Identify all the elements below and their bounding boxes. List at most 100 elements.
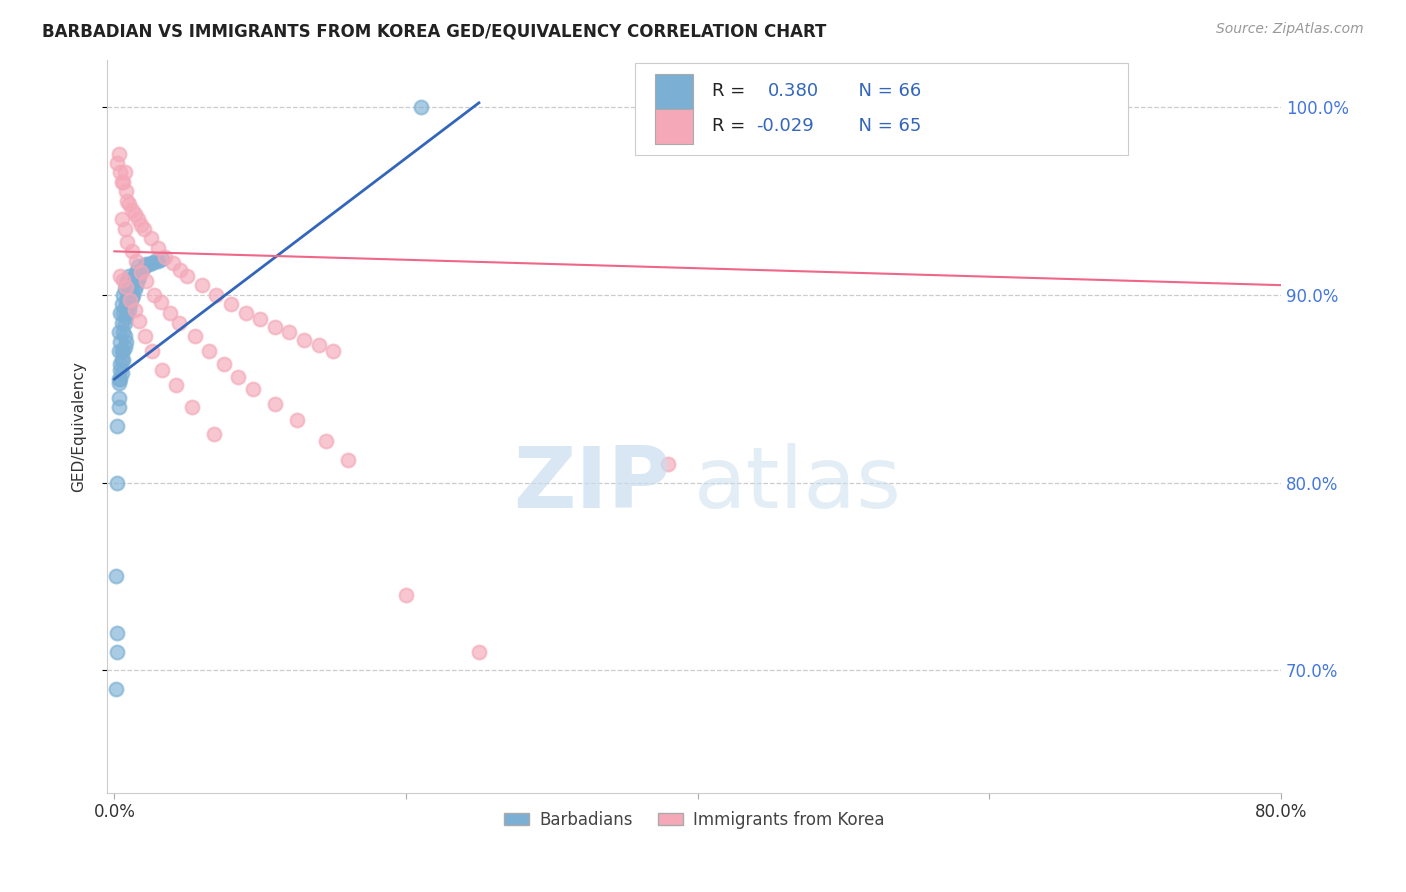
Point — [117, 235, 139, 249]
Text: BARBADIAN VS IMMIGRANTS FROM KOREA GED/EQUIVALENCY CORRELATION CHART: BARBADIAN VS IMMIGRANTS FROM KOREA GED/E… — [42, 22, 827, 40]
Point — [121, 202, 143, 217]
Point — [128, 314, 150, 328]
Point — [165, 377, 187, 392]
Point — [107, 401, 129, 415]
Point — [134, 260, 156, 274]
Point — [132, 221, 155, 235]
Point — [107, 325, 129, 339]
Point — [129, 265, 152, 279]
Point — [152, 252, 174, 266]
Point — [115, 184, 138, 198]
Point — [112, 353, 135, 368]
Point — [105, 419, 128, 434]
Point — [124, 207, 146, 221]
Point — [111, 212, 134, 227]
Text: N = 65: N = 65 — [846, 118, 921, 136]
Point — [117, 272, 139, 286]
Point — [128, 268, 150, 283]
Point — [135, 274, 157, 288]
Point — [120, 293, 142, 308]
Point — [112, 306, 135, 320]
Point — [155, 250, 177, 264]
Point — [112, 325, 135, 339]
Point — [104, 569, 127, 583]
Point — [115, 280, 138, 294]
Text: R =: R = — [711, 118, 751, 136]
Point — [159, 306, 181, 320]
Point — [117, 194, 139, 208]
Point — [249, 312, 271, 326]
Point — [292, 333, 315, 347]
Point — [118, 302, 141, 317]
Point — [468, 645, 491, 659]
Point — [108, 165, 131, 179]
Point — [112, 287, 135, 301]
Text: N = 66: N = 66 — [846, 82, 921, 100]
Point — [121, 278, 143, 293]
Point — [115, 297, 138, 311]
Point — [235, 306, 257, 320]
Point — [112, 343, 135, 358]
Point — [107, 146, 129, 161]
Bar — [655, 109, 693, 144]
Point — [114, 329, 136, 343]
Point — [141, 255, 163, 269]
Point — [226, 370, 249, 384]
Point — [115, 277, 138, 291]
Point — [263, 396, 285, 410]
Point — [111, 367, 134, 381]
Point — [107, 343, 129, 358]
Point — [108, 268, 131, 283]
Point — [191, 278, 214, 293]
Point — [105, 645, 128, 659]
Point — [105, 156, 128, 170]
Point — [111, 343, 134, 358]
Point — [124, 302, 146, 317]
Point — [167, 316, 190, 330]
Point — [122, 287, 145, 301]
Point — [146, 253, 169, 268]
Point — [111, 316, 134, 330]
Point — [111, 175, 134, 189]
Point — [107, 391, 129, 405]
Point — [114, 316, 136, 330]
Point — [135, 258, 157, 272]
Point — [198, 343, 221, 358]
Point — [336, 453, 359, 467]
Point — [132, 260, 155, 274]
Point — [108, 334, 131, 349]
Point — [278, 325, 301, 339]
Point — [114, 221, 136, 235]
Point — [169, 263, 191, 277]
Legend: Barbadians, Immigrants from Korea: Barbadians, Immigrants from Korea — [498, 805, 890, 836]
Point — [120, 282, 142, 296]
Point — [118, 268, 141, 283]
Point — [118, 287, 141, 301]
Point — [127, 212, 149, 227]
Bar — [655, 73, 693, 109]
Point — [108, 372, 131, 386]
Point — [108, 306, 131, 320]
FancyBboxPatch shape — [636, 63, 1129, 155]
Point — [124, 282, 146, 296]
Point — [202, 426, 225, 441]
Point — [142, 287, 165, 301]
Text: R =: R = — [711, 82, 751, 100]
Point — [308, 338, 330, 352]
Text: atlas: atlas — [695, 443, 903, 526]
Point — [104, 682, 127, 697]
Point — [315, 434, 337, 449]
Point — [395, 588, 418, 602]
Point — [146, 241, 169, 255]
Point — [134, 329, 156, 343]
Point — [115, 334, 138, 349]
Text: -0.029: -0.029 — [756, 118, 814, 136]
Point — [285, 413, 308, 427]
Point — [150, 295, 173, 310]
Point — [112, 175, 135, 189]
Point — [117, 306, 139, 320]
Point — [152, 363, 174, 377]
Point — [180, 401, 202, 415]
Text: ZIP: ZIP — [513, 443, 671, 526]
Point — [143, 253, 166, 268]
